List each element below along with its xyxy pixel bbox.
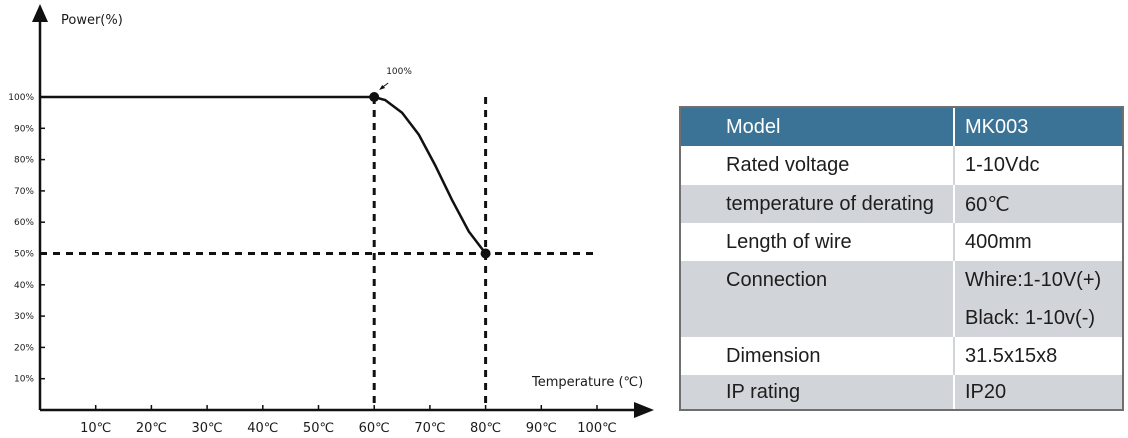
spec-label: Model <box>681 108 955 146</box>
spec-value-line2: Black: 1-10v(-) <box>965 307 1096 329</box>
derating-chart: 10% 20% 30% 40% 50% 60% 70% 80% 90% 100% 10℃ 20℃ 30℃… <box>8 4 654 436</box>
spec-label: temperature of derating <box>681 185 955 223</box>
spec-value: 400mm <box>965 230 1032 253</box>
chart-labels: 10% 20% 30% 40% 50% 60% 70% 80% 90% 100% 10℃ 20℃ 30℃… <box>8 13 643 436</box>
spec-label: Length of wire <box>681 223 955 261</box>
annotation-label: 100% <box>386 67 412 77</box>
spec-row-model: Model MK003 <box>681 108 1122 146</box>
spec-row-ip-rating: IP rating IP20 <box>681 375 1122 409</box>
spec-row-wire-length: Length of wire 400mm <box>681 223 1122 261</box>
y-tick-label: 60% <box>14 218 34 228</box>
data-point-marker <box>480 248 491 259</box>
annotation-arrowhead-icon <box>379 85 386 90</box>
data-point-marker <box>369 92 380 102</box>
spec-row-derating-temperature: temperature of derating 60℃ <box>681 185 1122 223</box>
x-tick-label: 30℃ <box>192 421 223 436</box>
reference-lines <box>40 97 598 410</box>
x-tick-label: 90℃ <box>526 421 557 436</box>
series-line <box>40 95 487 255</box>
spec-label: IP rating <box>681 375 955 409</box>
y-tick-label: 40% <box>14 281 34 291</box>
y-tick-label: 30% <box>14 312 34 322</box>
x-tick-label: 50℃ <box>303 421 334 436</box>
y-tick-label: 100% <box>8 93 34 103</box>
spec-table: Model MK003 Rated voltage 1-10Vdc temper… <box>679 106 1124 411</box>
y-axis-arrow-icon <box>32 4 48 22</box>
spec-label: Dimension <box>681 337 955 375</box>
x-axis-arrow-icon <box>634 402 654 418</box>
y-tick-label: 10% <box>14 375 34 385</box>
spec-label: Connection <box>681 261 955 337</box>
spec-row-connection: Connection Whire:1-10V(+) Black: 1-10v(-… <box>681 261 1122 337</box>
x-axis-label: Temperature (℃) <box>531 375 643 390</box>
y-tick-label: 20% <box>14 343 34 353</box>
y-tick-label: 70% <box>14 187 34 197</box>
x-tick-label: 100℃ <box>577 421 616 436</box>
series-group <box>40 92 491 259</box>
x-tick-label: 20℃ <box>136 421 167 436</box>
x-tick-label: 40℃ <box>247 421 278 436</box>
spec-row-rated-voltage: Rated voltage 1-10Vdc <box>681 146 1122 185</box>
x-tick-label: 70℃ <box>414 421 445 436</box>
y-tick-label: 80% <box>14 156 34 166</box>
spec-label: Rated voltage <box>681 146 955 185</box>
y-axis-label: Power(%) <box>61 13 123 28</box>
spec-value-line1: Whire:1-10V(+) <box>965 269 1102 291</box>
chart-axes <box>32 4 654 418</box>
spec-value: Whire:1-10V(+) Black: 1-10v(-) <box>955 261 1122 337</box>
spec-row-dimension: Dimension 31.5x15x8 <box>681 337 1122 375</box>
spec-label-text: Connection <box>726 269 828 291</box>
spec-value: IP20 <box>965 380 1007 403</box>
spec-value: 60℃ <box>965 193 1010 216</box>
y-tick-label: 50% <box>14 250 34 260</box>
spec-value: MK003 <box>965 115 1029 138</box>
spec-value: 1-10Vdc <box>965 154 1040 176</box>
x-tick-label: 60℃ <box>359 421 390 436</box>
x-tick-label: 80℃ <box>470 421 501 436</box>
spec-value: 31.5x15x8 <box>965 344 1058 367</box>
y-tick-label: 90% <box>14 124 34 134</box>
x-tick-label: 10℃ <box>80 421 111 436</box>
